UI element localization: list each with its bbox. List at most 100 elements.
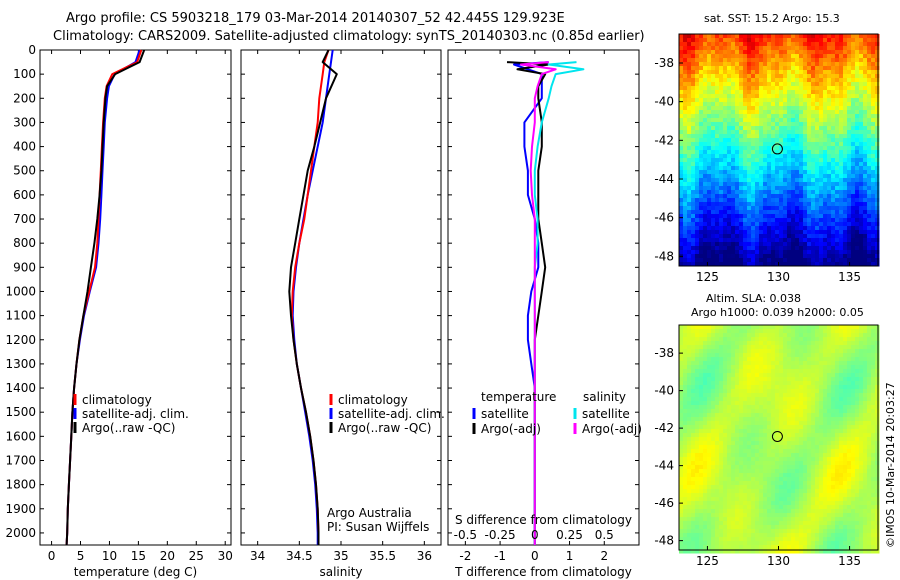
map-cell [723, 393, 728, 398]
map-cell [859, 126, 864, 131]
map-cell [843, 166, 848, 171]
depth-tick-label: 700 [13, 212, 36, 226]
map-cell [763, 210, 768, 215]
map-cell [687, 453, 692, 458]
map-cell [703, 254, 708, 259]
map-cell [711, 162, 716, 167]
map-cell [703, 122, 708, 127]
map-cell [743, 453, 748, 458]
map-cell [707, 361, 712, 366]
map-cell [791, 54, 796, 59]
map-cell [875, 142, 880, 147]
map-cell [731, 170, 736, 175]
map-cell [863, 118, 868, 123]
map-cell [847, 186, 852, 191]
map-cell [711, 457, 716, 462]
map-cell [767, 54, 772, 59]
map-cell [795, 94, 800, 99]
map-cell [767, 361, 772, 366]
map-cell [819, 78, 824, 83]
map-cell [875, 66, 880, 71]
map-cell [795, 369, 800, 374]
map-cell [767, 345, 772, 350]
map-cell [727, 142, 732, 147]
map-cell [855, 369, 860, 374]
map-cell [807, 102, 812, 107]
map-cell [795, 445, 800, 450]
map-cell [763, 126, 768, 131]
map-cell [847, 54, 852, 59]
map-cell [811, 389, 816, 394]
map-cell [867, 413, 872, 418]
map-cell [739, 385, 744, 390]
map-cell [691, 417, 696, 422]
map-cell [831, 106, 836, 111]
map-cell [703, 401, 708, 406]
map-cell [839, 226, 844, 231]
map-cell [695, 94, 700, 99]
map-cell [735, 110, 740, 115]
map-cell [855, 409, 860, 414]
map-cell [679, 206, 684, 211]
map-cell [863, 413, 868, 418]
map-cell [759, 238, 764, 243]
map-cell [755, 162, 760, 167]
map-cell [843, 142, 848, 147]
map-cell [747, 162, 752, 167]
x-tick-label: 30 [218, 549, 233, 563]
map-cell [811, 214, 816, 219]
map-cell [691, 202, 696, 207]
map-cell [799, 457, 804, 462]
map-cell [803, 106, 808, 111]
map-cell [795, 86, 800, 91]
map-cell [679, 158, 684, 163]
map-cell [731, 373, 736, 378]
map-cell [699, 417, 704, 422]
map-cell [827, 194, 832, 199]
map-cell [691, 62, 696, 67]
map-cell [859, 429, 864, 434]
map-cell [719, 361, 724, 366]
map-cell [739, 154, 744, 159]
map-cell [799, 401, 804, 406]
map-cell [699, 393, 704, 398]
map-cell [711, 389, 716, 394]
map-cell [783, 70, 788, 75]
map-cell [823, 453, 828, 458]
map-cell [775, 238, 780, 243]
legend-label: Argo(..raw -QC) [82, 421, 175, 435]
map-cell [723, 353, 728, 358]
map-cell [711, 381, 716, 386]
map-cell [835, 142, 840, 147]
map-cell [823, 50, 828, 55]
map-cell [791, 78, 796, 83]
map-cell [835, 461, 840, 466]
map-cell [867, 182, 872, 187]
map-cell [719, 182, 724, 187]
map-cell [795, 246, 800, 251]
map-cell [727, 198, 732, 203]
map-cell [679, 445, 684, 450]
map-cell [683, 337, 688, 342]
map-cell [743, 465, 748, 470]
map-cell [679, 38, 684, 43]
map-cell [875, 413, 880, 418]
map-cell [679, 234, 684, 239]
map-cell [775, 461, 780, 466]
map-cell [767, 206, 772, 211]
map-cell [819, 433, 824, 438]
map-cell [695, 194, 700, 199]
map-cell [855, 102, 860, 107]
map-cell [791, 385, 796, 390]
map-cell [795, 353, 800, 358]
depth-tick-label: 1700 [5, 453, 36, 467]
map-cell [875, 46, 880, 51]
map-cell [819, 453, 824, 458]
map-cell [791, 198, 796, 203]
map-cell [719, 206, 724, 211]
map-cell [747, 98, 752, 103]
map-cell [735, 162, 740, 167]
map-cell [755, 70, 760, 75]
map-cell [779, 445, 784, 450]
map-cell [787, 34, 792, 39]
